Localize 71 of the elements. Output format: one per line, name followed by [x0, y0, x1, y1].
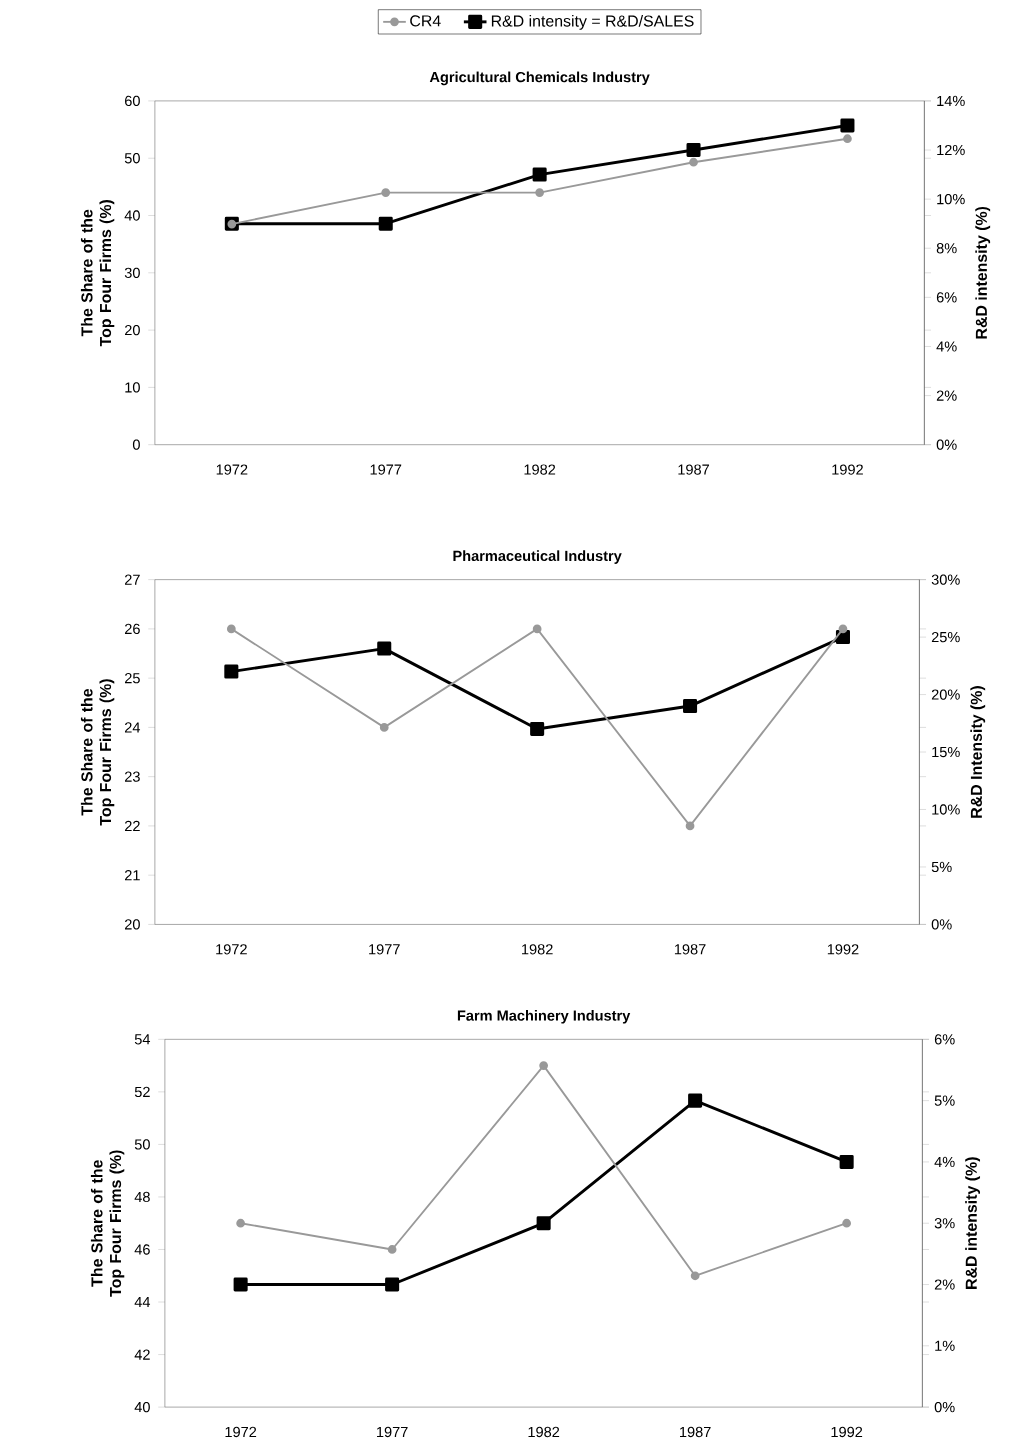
- y2-tick-label: 0%: [934, 1401, 955, 1413]
- x-tick-label: 1972: [225, 1426, 256, 1438]
- y2-tick-label: 8%: [936, 243, 957, 254]
- y2-tick-label: 30%: [931, 574, 960, 585]
- y2-tick-label: 25%: [931, 631, 960, 643]
- y2-tick-label: 4%: [934, 1156, 955, 1168]
- y-tick-label: 20: [124, 324, 140, 336]
- y2-tick-label: 0%: [936, 439, 957, 450]
- y-tick-label: 48: [134, 1191, 150, 1203]
- x-tick-label: 1972: [216, 464, 248, 475]
- y2-axis-title: R&D Intensity (%): [970, 686, 985, 818]
- y2-tick-label: 6%: [936, 292, 957, 303]
- y-tick-label: 21: [124, 870, 140, 881]
- y-tick-label: 40: [124, 210, 140, 221]
- y-tick-label: 10: [125, 382, 140, 393]
- x-tick-label: 1977: [376, 1426, 408, 1438]
- y-tick-label: 25: [124, 673, 140, 684]
- x-tick-label: 1992: [827, 944, 859, 955]
- y-tick-label: 54: [134, 1034, 150, 1045]
- x-tick-label: 1987: [679, 1426, 711, 1438]
- y-axis-title: The Share of the Top Four Firms (%): [80, 199, 115, 347]
- x-tick-label: 1972: [216, 944, 247, 955]
- x-tick-label: 1992: [831, 1426, 862, 1438]
- chart-title: Pharmaceutical Industry: [453, 550, 622, 564]
- y2-tick-label: 20%: [931, 689, 960, 700]
- x-tick-label: 1982: [528, 1426, 559, 1438]
- y-axis-title: The Share of the Top Four Firms (%): [90, 1150, 125, 1297]
- y-tick-label: 20: [124, 919, 140, 930]
- y2-tick-label: 1%: [935, 1340, 955, 1351]
- y-tick-label: 40: [134, 1401, 150, 1413]
- y-tick-label: 0: [132, 439, 140, 450]
- y2-tick-label: 5%: [931, 861, 952, 873]
- x-tick-label: 1992: [832, 464, 863, 475]
- y2-axis-title: R&D intensity (%): [975, 206, 990, 339]
- y2-tick-label: 10%: [937, 193, 965, 205]
- y2-tick-label: 2%: [934, 1279, 955, 1290]
- y2-tick-label: 14%: [937, 95, 965, 107]
- y-tick-label: 52: [134, 1086, 150, 1098]
- y-tick-label: 22: [124, 820, 140, 832]
- y-tick-label: 50: [124, 153, 140, 164]
- y2-tick-label: 12%: [937, 144, 965, 156]
- y-tick-label: 44: [134, 1297, 150, 1308]
- y2-tick-label: 4%: [936, 341, 957, 352]
- y2-tick-label: 5%: [934, 1095, 955, 1106]
- x-tick-label: 1987: [678, 464, 709, 475]
- y2-tick-label: 10%: [932, 804, 960, 815]
- x-tick-label: 1977: [368, 944, 400, 955]
- y-tick-label: 23: [124, 771, 140, 782]
- legend-label: R&D intensity = R&D/SALES: [491, 15, 694, 30]
- y-tick-label: 50: [134, 1139, 150, 1150]
- x-tick-label: 1977: [370, 464, 402, 475]
- y-tick-label: 46: [134, 1244, 150, 1255]
- x-tick-label: 1982: [521, 944, 553, 955]
- y-tick-label: 42: [134, 1349, 150, 1360]
- y2-tick-label: 3%: [934, 1218, 955, 1229]
- y2-tick-label: 6%: [934, 1034, 955, 1045]
- chart-title: Farm Machinery Industry: [457, 1010, 631, 1024]
- y-axis-title: The Share of the Top Four Firms (%): [80, 679, 115, 826]
- y2-tick-label: 15%: [932, 746, 960, 758]
- y2-tick-label: 2%: [936, 390, 957, 401]
- chart-title: Agricultural Chemicals Industry: [429, 71, 650, 86]
- y-tick-label: 30: [124, 267, 140, 278]
- y2-axis-title: R&D intensity (%): [965, 1157, 980, 1289]
- y-tick-label: 60: [124, 95, 140, 107]
- x-tick-label: 1987: [674, 944, 706, 955]
- y-tick-label: 26: [124, 623, 140, 635]
- y2-tick-label: 0%: [931, 919, 952, 930]
- y-tick-label: 24: [124, 722, 140, 733]
- x-tick-label: 1982: [524, 464, 555, 475]
- y-tick-label: 27: [124, 574, 140, 585]
- legend-label: CR4: [410, 15, 441, 27]
